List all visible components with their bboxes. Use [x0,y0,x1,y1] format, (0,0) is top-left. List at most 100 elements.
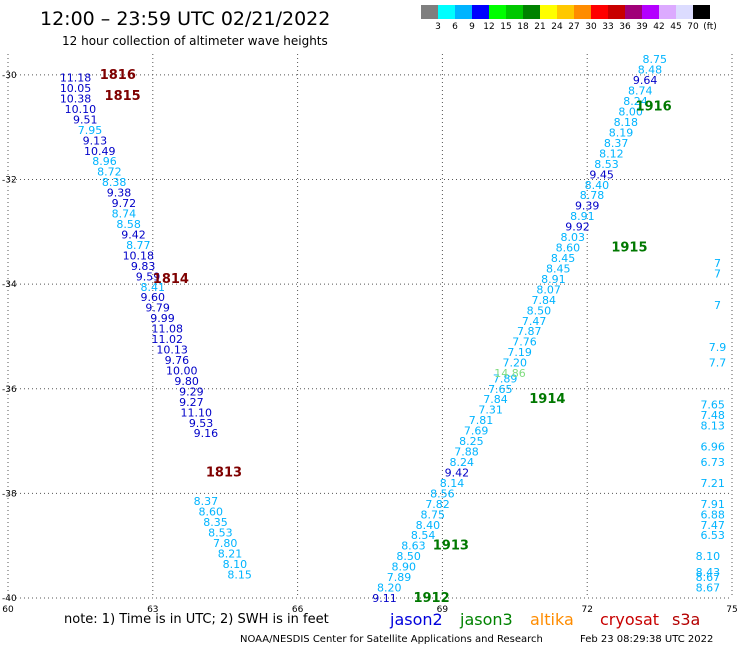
wave-height-value: 7.31 [478,404,503,417]
wave-height-value: 8.67 [696,582,721,595]
legend-swatch [676,5,693,19]
satellite-label: s3a [672,610,701,629]
wave-height-value: 7.91 [700,498,725,511]
wave-height-value: 8.35 [203,516,228,529]
footer-timestamp: Feb 23 08:29:38 UTC 2022 [580,634,714,645]
wave-height-value: 9.99 [150,312,175,325]
wave-height-value: 8.00 [618,106,643,119]
wave-height-value: 9.13 [83,134,108,147]
wave-height-value: 7 [714,299,721,312]
wave-height-value: 8.10 [223,558,248,571]
wave-height-value: 8.77 [126,239,151,252]
legend-swatch [574,5,591,19]
orbit-time-label: 1915 [611,241,647,256]
wave-height-value: 8.43 [696,566,721,579]
legend-label: 15 [500,22,512,32]
wave-height-value: 8.78 [580,189,605,202]
wave-height-value: 7.80 [213,537,238,550]
legend-swatch [659,5,676,19]
wave-height-value: 8.38 [102,176,127,189]
wave-height-value: 8.14 [440,477,465,490]
wave-height-value: 8.40 [416,519,441,532]
orbit-time-label: 1816 [100,68,136,83]
legend-label: 36 [619,22,631,32]
wave-height-value: 9.60 [141,291,166,304]
legend-label: 39 [636,22,648,32]
legend-swatch [642,5,659,19]
wave-height-value: 6.96 [700,440,725,453]
legend-swatch [608,5,625,19]
footer-credit: NOAA/NESDIS Center for Satellite Applica… [240,634,543,645]
wave-height-value: 8.24 [623,95,648,108]
wave-height-value: 8.67 [696,571,721,584]
legend-swatch [523,5,540,19]
y-tick-label: -36 [2,385,17,395]
legend-label: 6 [452,22,458,32]
wave-height-value: 8.91 [541,273,566,286]
wave-height-value: 10.00 [166,364,198,377]
orbit-time-label: 1916 [635,99,671,114]
x-tick-label: 66 [292,605,304,615]
wave-height-value: 8.90 [392,561,417,574]
wave-height-value: 9.53 [189,417,214,430]
y-tick-label: -38 [2,489,17,499]
wave-height-value: 8.60 [556,242,581,255]
wave-height-value: 7.88 [454,446,479,459]
legend-label: 27 [568,22,580,32]
orbit-time-label: 1813 [206,465,242,480]
wave-height-value: 9.42 [121,228,146,241]
wave-height-value: 7.95 [78,124,103,137]
y-tick-label: -40 [2,594,17,604]
wave-height-value: 9.79 [145,302,170,315]
wave-height-value: 8.63 [401,540,426,553]
chart-subtitle: 12 hour collection of altimeter wave hei… [62,34,328,48]
wave-height-value: 8.03 [560,231,585,244]
wave-height-value: 9.83 [131,260,156,273]
wave-height-value: 8.53 [208,527,233,540]
wave-height-value: 9.92 [565,221,590,234]
wave-height-value: 7.81 [469,414,494,427]
y-tick-label: -32 [2,176,17,186]
legend-swatch [438,5,455,19]
wave-height-value: 8.21 [218,548,243,561]
wave-height-value: 8.10 [696,550,721,563]
wave-height-value: 8.25 [459,435,484,448]
satellite-label: altika [530,610,574,629]
wave-height-value: 14.86 [494,367,526,380]
wave-height-value: 9.39 [575,200,600,213]
legend-swatch [693,5,710,19]
wave-height-value: 9.59 [136,270,161,283]
wave-height-value: 11.02 [152,333,184,346]
orbit-time-label: 1912 [413,591,449,606]
wave-height-value: 10.05 [60,82,92,95]
legend-label: 45 [670,22,682,32]
wave-height-value: 8.45 [546,262,571,275]
legend-label: 24 [551,22,563,32]
wave-height-value: 10.18 [123,249,155,262]
legend-label: 30 [585,22,597,32]
wave-height-value: 9.51 [73,113,98,126]
orbit-time-label: 1814 [153,272,189,287]
wave-height-value: 9.72 [112,197,137,210]
wave-height-value: 8.13 [700,419,725,432]
wave-height-value: 9.38 [107,187,132,200]
wave-height-value: 8.50 [527,304,552,317]
wave-height-value: 9.64 [633,74,658,87]
wave-height-value: 8.37 [194,495,219,508]
x-tick-label: 69 [437,605,449,615]
footer-note: note: 1) Time is in UTC; 2) SWH is in fe… [64,612,329,627]
wave-height-value: 7.65 [488,383,513,396]
satellite-label: jason3 [460,610,513,629]
wave-height-value: 8.72 [97,166,122,179]
wave-height-value: 8.96 [92,155,117,168]
wave-height-value: 11.18 [60,72,92,85]
satellite-label: cryosat [600,610,660,629]
wave-height-value: 7.21 [700,477,725,490]
legend-swatch [540,5,557,19]
wave-height-value: 10.13 [156,344,188,357]
legend-swatch [557,5,574,19]
wave-height-value: 8.20 [377,582,402,595]
wave-height-value: 8.18 [614,116,639,129]
wave-height-value: 8.91 [570,210,595,223]
wave-height-value: 7.48 [700,409,725,422]
